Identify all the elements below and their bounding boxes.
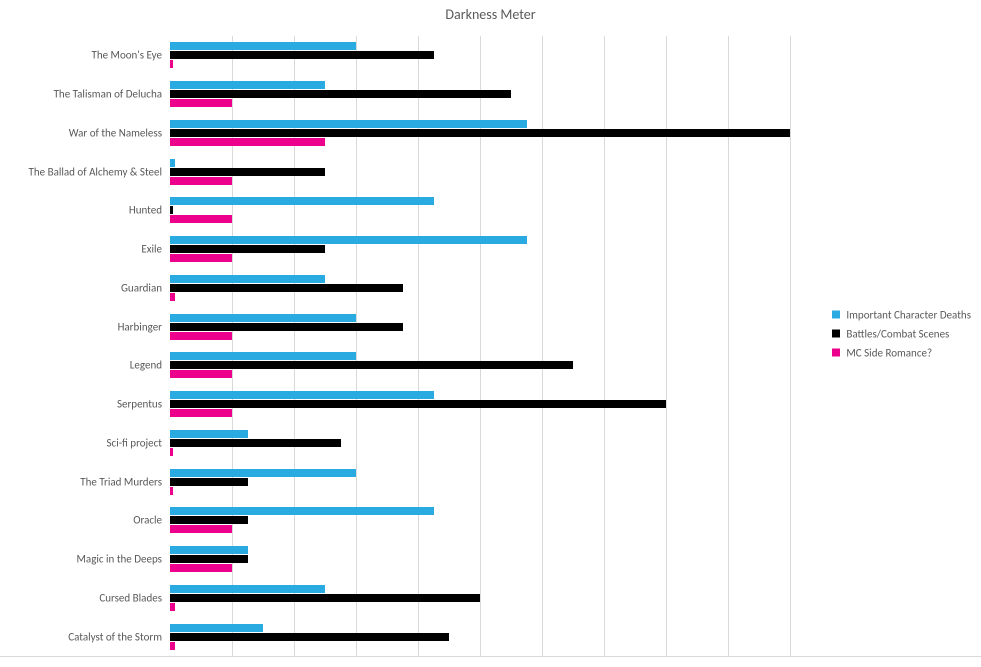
bar bbox=[170, 430, 248, 438]
bar bbox=[170, 642, 175, 650]
bar bbox=[170, 168, 325, 176]
bar bbox=[170, 138, 325, 146]
category-group: Legend bbox=[170, 352, 790, 378]
bar bbox=[170, 42, 356, 50]
legend-item: MC Side Romance? bbox=[832, 346, 971, 359]
bar bbox=[170, 448, 173, 456]
bar bbox=[170, 90, 511, 98]
bar bbox=[170, 555, 248, 563]
bar bbox=[170, 352, 356, 360]
legend-swatch bbox=[832, 330, 840, 338]
bar bbox=[170, 323, 403, 331]
bar bbox=[170, 120, 527, 128]
legend-item: Battles/Combat Scenes bbox=[832, 327, 971, 340]
bar bbox=[170, 487, 173, 495]
category-label: Cursed Blades bbox=[99, 591, 170, 604]
category-group: The Triad Murders bbox=[170, 469, 790, 495]
category-group: War of the Nameless bbox=[170, 120, 790, 146]
category-group: Hunted bbox=[170, 197, 790, 223]
chart-title: Darkness Meter bbox=[0, 6, 981, 23]
category-group: Cursed Blades bbox=[170, 585, 790, 611]
bar bbox=[170, 391, 434, 399]
legend-label: Important Character Deaths bbox=[846, 308, 971, 321]
category-label: Legend bbox=[130, 359, 170, 372]
plot-area: The Moon's Eye The Talisman of Delucha War… bbox=[170, 36, 790, 657]
category-label: The Triad Murders bbox=[80, 475, 170, 488]
category-label: The Ballad of Alchemy & Steel bbox=[28, 165, 170, 178]
bar bbox=[170, 564, 232, 572]
bar bbox=[170, 594, 480, 602]
category-group: The Moon's Eye bbox=[170, 42, 790, 68]
category-label: Sci-fi project bbox=[107, 436, 171, 449]
bar bbox=[170, 293, 175, 301]
legend-item: Important Character Deaths bbox=[832, 308, 971, 321]
bar bbox=[170, 409, 232, 417]
bar bbox=[170, 206, 173, 214]
category-label: Serpentus bbox=[117, 398, 170, 411]
bar bbox=[170, 99, 232, 107]
category-group: Sci-fi project bbox=[170, 430, 790, 456]
category-group: Catalyst of the Storm bbox=[170, 624, 790, 650]
category-label: War of the Nameless bbox=[69, 126, 170, 139]
legend-swatch bbox=[832, 349, 840, 357]
bar bbox=[170, 633, 449, 641]
category-label: The Moon's Eye bbox=[91, 49, 170, 62]
bar bbox=[170, 215, 232, 223]
bar bbox=[170, 525, 232, 533]
category-group: Guardian bbox=[170, 275, 790, 301]
bar bbox=[170, 370, 232, 378]
bar bbox=[170, 603, 175, 611]
bar bbox=[170, 284, 403, 292]
category-label: Magic in the Deeps bbox=[77, 553, 170, 566]
bar bbox=[170, 361, 573, 369]
bar bbox=[170, 332, 232, 340]
category-group: Harbinger bbox=[170, 314, 790, 340]
category-label: Guardian bbox=[121, 281, 170, 294]
bar bbox=[170, 197, 434, 205]
bar bbox=[170, 275, 325, 283]
category-group: The Ballad of Alchemy & Steel bbox=[170, 159, 790, 185]
bar bbox=[170, 177, 232, 185]
bar bbox=[170, 516, 248, 524]
category-label: Harbinger bbox=[118, 320, 170, 333]
darkness-meter-chart: Darkness Meter The Moon's Eye The Talisma… bbox=[0, 0, 981, 667]
bar bbox=[170, 129, 790, 137]
bar bbox=[170, 245, 325, 253]
bar bbox=[170, 469, 356, 477]
category-label: Oracle bbox=[133, 514, 170, 527]
category-label: The Talisman of Delucha bbox=[54, 88, 170, 101]
legend-swatch bbox=[832, 311, 840, 319]
category-group: Magic in the Deeps bbox=[170, 546, 790, 572]
category-group: The Talisman of Delucha bbox=[170, 81, 790, 107]
bar bbox=[170, 81, 325, 89]
bar bbox=[170, 400, 666, 408]
bar bbox=[170, 254, 232, 262]
grid-line bbox=[790, 36, 791, 656]
category-group: Oracle bbox=[170, 507, 790, 533]
bottom-border bbox=[0, 656, 981, 657]
bar bbox=[170, 439, 341, 447]
bar bbox=[170, 236, 527, 244]
legend-label: Battles/Combat Scenes bbox=[846, 327, 949, 340]
bar bbox=[170, 314, 356, 322]
category-group: Exile bbox=[170, 236, 790, 262]
category-group: Serpentus bbox=[170, 391, 790, 417]
legend-label: MC Side Romance? bbox=[846, 346, 932, 359]
category-label: Hunted bbox=[129, 204, 170, 217]
bar bbox=[170, 624, 263, 632]
bar bbox=[170, 51, 434, 59]
category-label: Catalyst of the Storm bbox=[68, 630, 170, 643]
bar bbox=[170, 478, 248, 486]
bar bbox=[170, 546, 248, 554]
legend: Important Character Deaths Battles/Combat… bbox=[832, 302, 971, 365]
bar bbox=[170, 585, 325, 593]
bar bbox=[170, 159, 175, 167]
bar bbox=[170, 60, 173, 68]
bar bbox=[170, 507, 434, 515]
category-label: Exile bbox=[141, 243, 170, 256]
